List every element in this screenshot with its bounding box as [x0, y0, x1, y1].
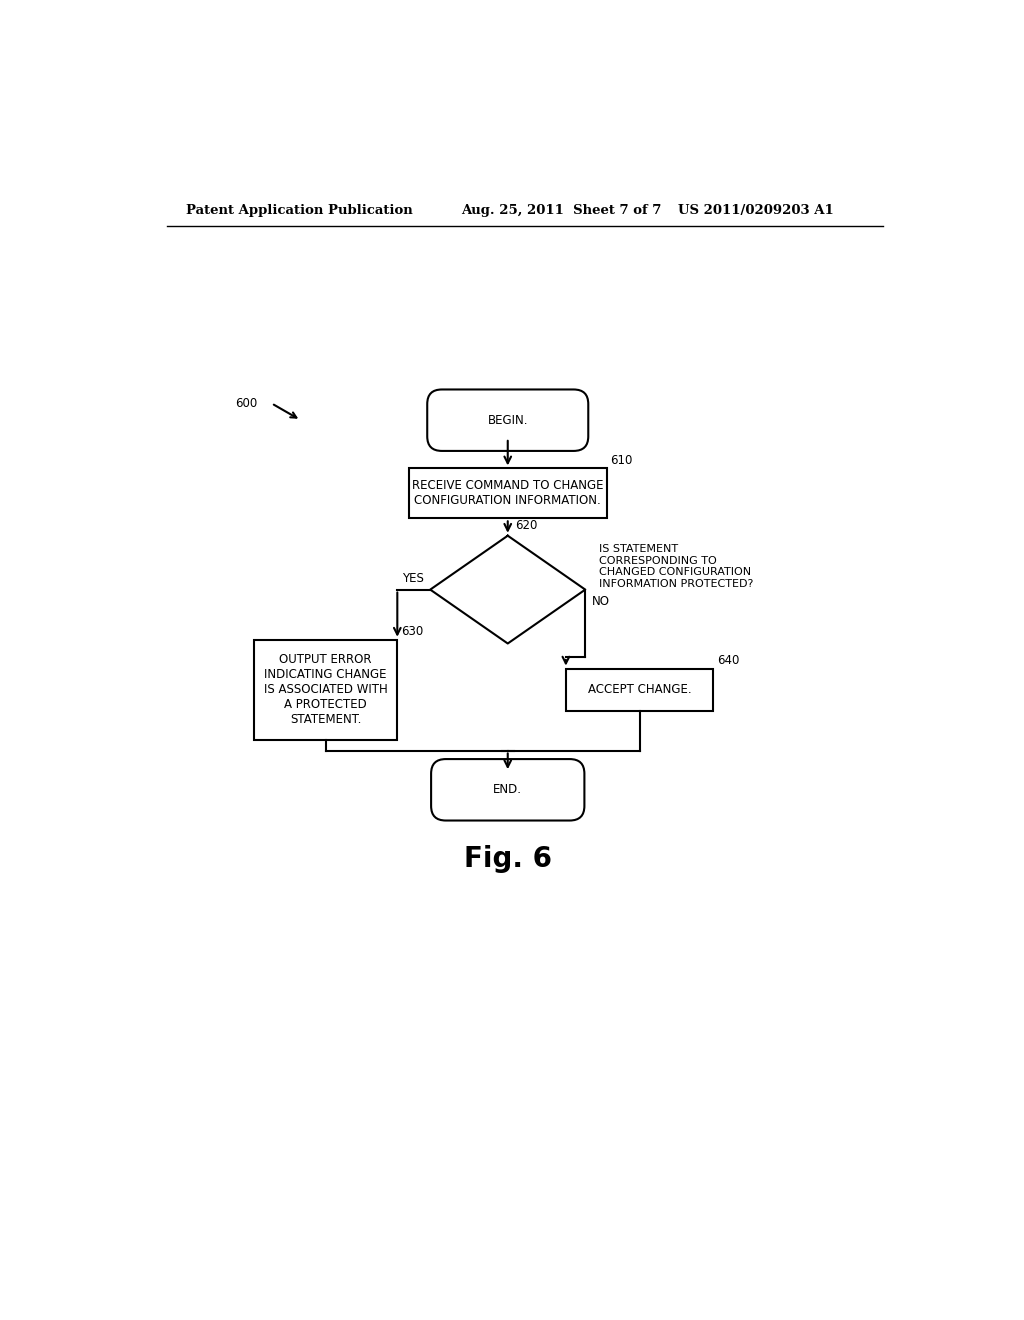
Text: 610: 610 — [610, 454, 633, 467]
Text: END.: END. — [494, 783, 522, 796]
Text: 600: 600 — [234, 397, 257, 409]
Text: 630: 630 — [401, 626, 424, 638]
Text: US 2011/0209203 A1: US 2011/0209203 A1 — [678, 205, 834, 218]
Text: Fig. 6: Fig. 6 — [464, 845, 552, 873]
Text: IS STATEMENT
CORRESPONDING TO
CHANGED CONFIGURATION
INFORMATION PROTECTED?: IS STATEMENT CORRESPONDING TO CHANGED CO… — [599, 544, 754, 589]
Bar — [566, 668, 713, 711]
Text: 640: 640 — [717, 653, 739, 667]
FancyBboxPatch shape — [431, 759, 585, 821]
Text: OUTPUT ERROR
INDICATING CHANGE
IS ASSOCIATED WITH
A PROTECTED
STATEMENT.: OUTPUT ERROR INDICATING CHANGE IS ASSOCI… — [264, 653, 387, 726]
Text: Aug. 25, 2011  Sheet 7 of 7: Aug. 25, 2011 Sheet 7 of 7 — [461, 205, 662, 218]
Text: NO: NO — [592, 594, 609, 607]
Text: 620: 620 — [515, 519, 538, 532]
Bar — [254, 640, 397, 739]
FancyBboxPatch shape — [427, 389, 588, 451]
Text: YES: YES — [402, 572, 424, 585]
Text: ACCEPT CHANGE.: ACCEPT CHANGE. — [588, 684, 691, 696]
Text: Patent Application Publication: Patent Application Publication — [186, 205, 413, 218]
Text: RECEIVE COMMAND TO CHANGE
CONFIGURATION INFORMATION.: RECEIVE COMMAND TO CHANGE CONFIGURATION … — [412, 479, 603, 507]
Text: BEGIN.: BEGIN. — [487, 413, 528, 426]
Bar — [409, 469, 606, 519]
